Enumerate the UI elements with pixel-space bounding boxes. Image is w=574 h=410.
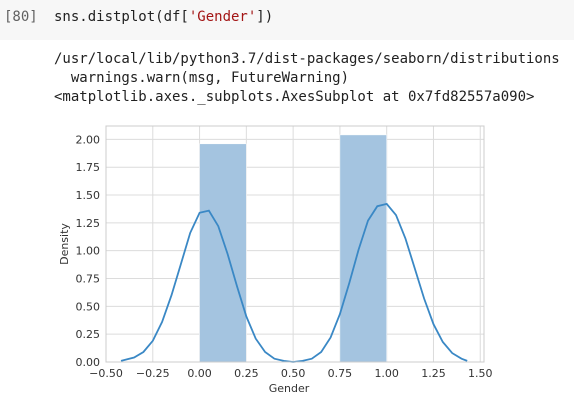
cell-output: /usr/local/lib/python3.7/dist-packages/s…: [54, 50, 574, 107]
x-axis-label: Gender: [269, 382, 310, 395]
x-tick-label: 1.25: [421, 367, 446, 380]
x-tick-label: 0.00: [187, 367, 212, 380]
x-tick-label: 0.50: [281, 367, 306, 380]
code-prefix: sns.distplot(df[: [54, 9, 189, 25]
axes-frame: [105, 125, 485, 363]
y-tick-label: 0.25: [76, 328, 101, 341]
code-string: 'Gender': [188, 9, 257, 25]
y-tick-label: 0.75: [76, 273, 101, 286]
x-tick-label: 1.50: [468, 367, 493, 380]
execution-prompt: [80]: [4, 9, 38, 25]
x-tick-label: 0.75: [328, 367, 353, 380]
histogram-bar-0: [199, 143, 247, 363]
y-tick-label: 0.50: [76, 300, 101, 313]
y-tick-label: 1.25: [76, 217, 101, 230]
histogram-bar-1: [339, 134, 387, 363]
code-editor[interactable]: sns.distplot(df['Gender']): [54, 9, 273, 25]
code-cell-input[interactable]: [80] sns.distplot(df['Gender']): [0, 0, 574, 40]
y-tick-label: 1.75: [76, 161, 101, 174]
code-suffix: ]): [256, 9, 274, 25]
y-axis-label: Density: [58, 223, 71, 265]
x-tick-label: −0.50: [89, 367, 123, 380]
y-tick-label: 1.50: [76, 189, 101, 202]
plot-area: [106, 126, 484, 362]
y-tick-label: 2.00: [76, 133, 101, 146]
y-tick-label: 1.00: [76, 245, 101, 258]
repr-line: <matplotlib.axes._subplots.AxesSubplot a…: [54, 89, 535, 105]
warning-line-2: warnings.warn(msg, FutureWarning): [54, 70, 350, 86]
x-tick-label: 0.25: [234, 367, 259, 380]
y-tick-label: 0.00: [76, 356, 101, 369]
x-tick-label: 1.00: [374, 367, 399, 380]
kde-line: [120, 202, 468, 363]
warning-line-1: /usr/local/lib/python3.7/dist-packages/s…: [54, 51, 560, 67]
x-tick-label: −0.25: [136, 367, 170, 380]
distplot-chart: −0.50 −0.25 0.00 0.25 0.50 0.75 1.00 1.25 1.50 0.…: [58, 125, 493, 395]
